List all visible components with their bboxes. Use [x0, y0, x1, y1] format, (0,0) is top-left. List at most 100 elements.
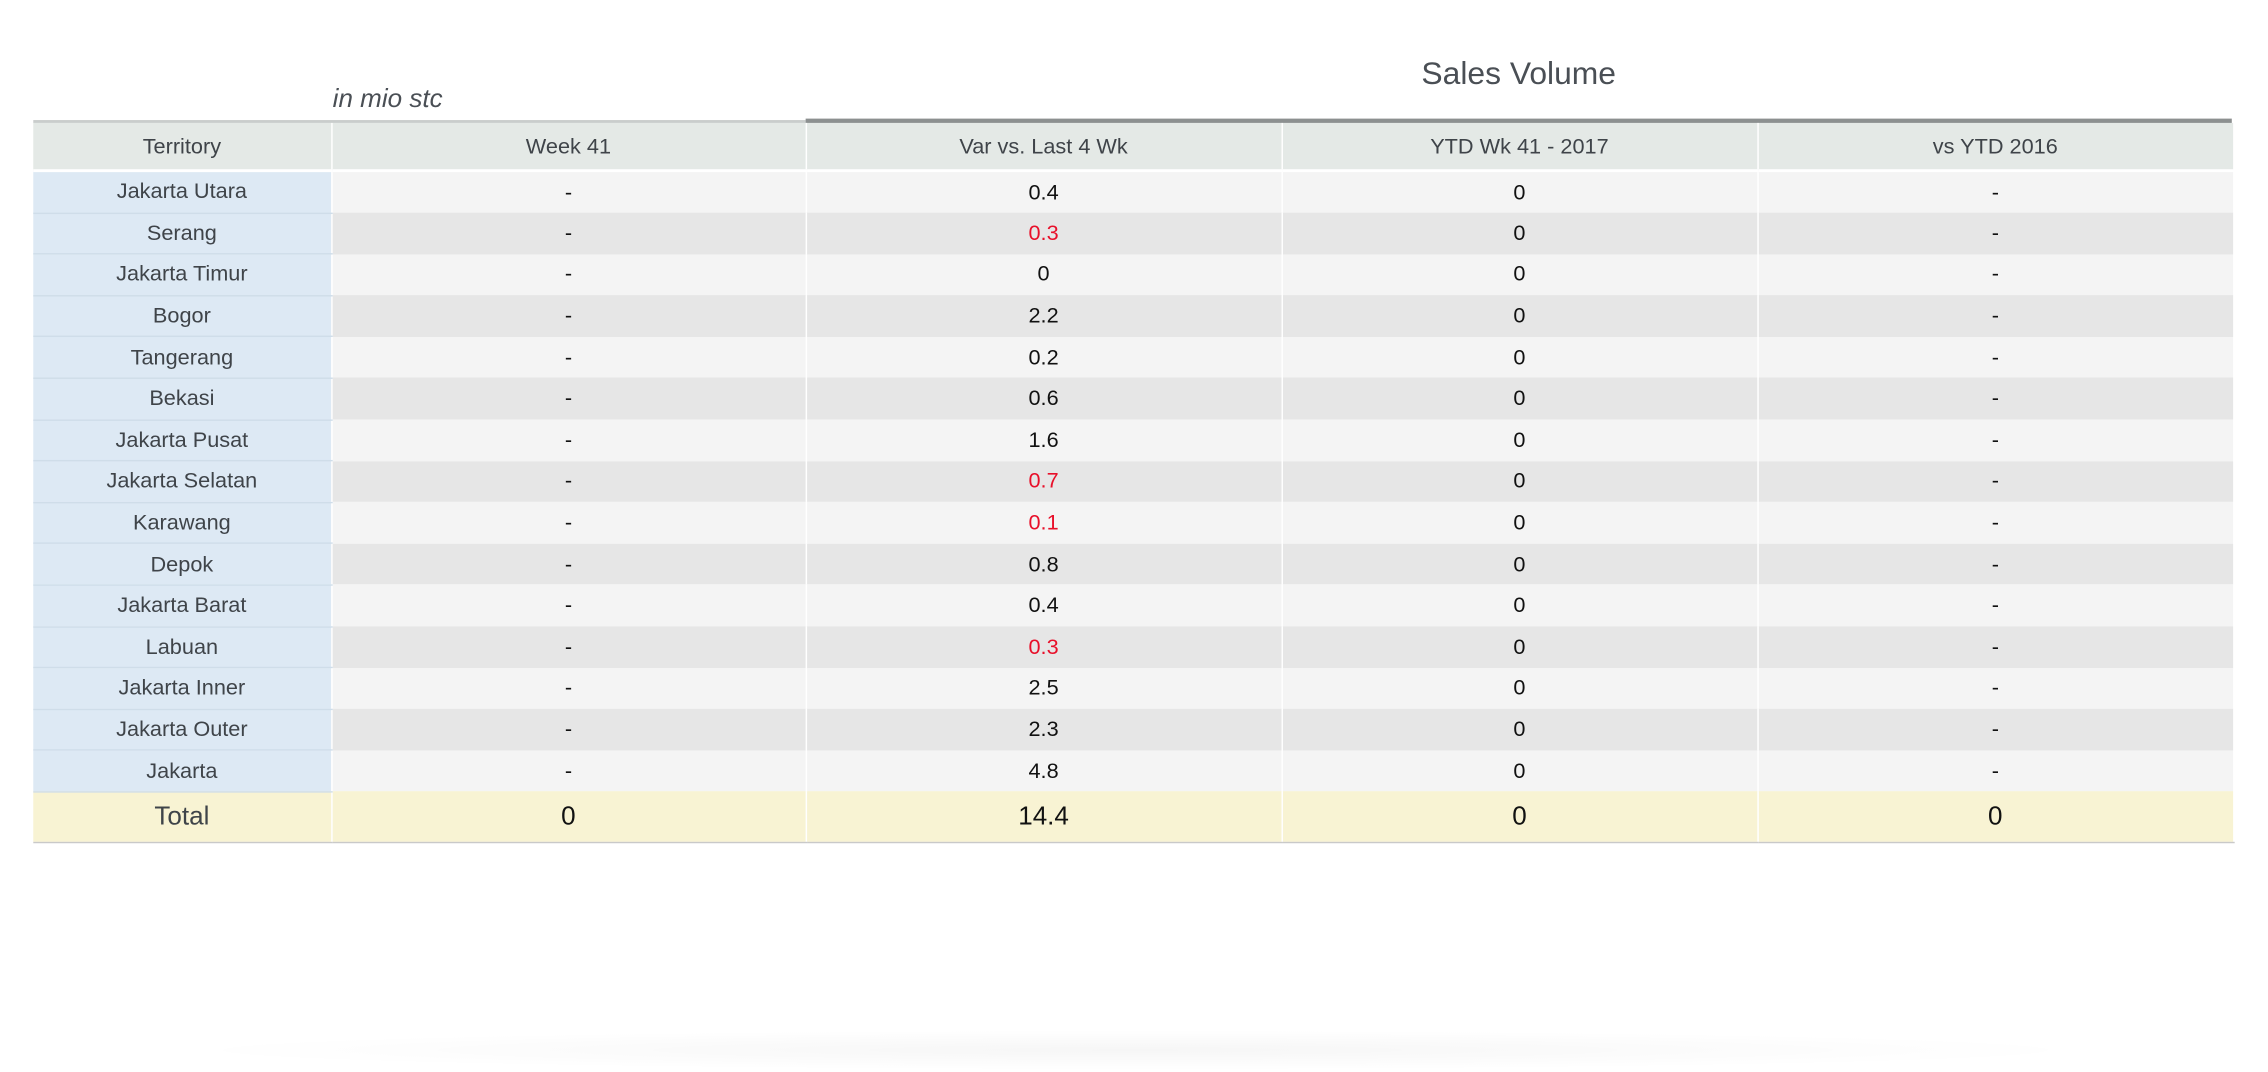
ytd-2017-cell: 0: [1281, 502, 1759, 544]
vs-ytd-2016-cell: -: [1757, 336, 2234, 379]
table-row: Jakarta Inner -2.5 0-: [33, 667, 2234, 710]
total-label: Total: [33, 791, 332, 844]
territory-cell: Jakarta Selatan: [33, 460, 332, 503]
ytd-2017-cell: 0: [1281, 750, 1759, 792]
table-title: Sales Volume: [1421, 54, 1617, 92]
vs-ytd-2016-cell: -: [1757, 419, 2234, 461]
vs-ytd-2016-cell: -: [1757, 543, 2234, 585]
column-header-vs-ytd-2016[interactable]: vs YTD 2016: [1757, 122, 2234, 173]
territory-cell: Jakarta: [33, 750, 332, 793]
ytd-2017-cell: 0: [1281, 543, 1759, 585]
week-41-cell: -: [331, 336, 807, 379]
page-shadow: [159, 1029, 2112, 1071]
var-last-4-wk-cell: 4.8: [805, 750, 1283, 792]
territory-cell: Labuan: [33, 626, 332, 669]
table-row: Jakarta Timur -0 0-: [33, 254, 2234, 297]
var-last-4-wk-cell: 0.3: [805, 212, 1283, 255]
ytd-2017-cell: 0: [1281, 626, 1759, 668]
var-last-4-wk-cell: 0.7: [805, 460, 1283, 503]
territory-cell: Jakarta Barat: [33, 584, 332, 628]
table-row: Jakarta Utara -0.4 0-: [33, 170, 2234, 214]
var-last-4-wk-cell: 2.3: [805, 709, 1283, 751]
var-last-4-wk-cell: 0.4: [805, 584, 1283, 627]
var-last-4-wk-cell: 2.2: [805, 295, 1283, 337]
vs-ytd-2016-cell: -: [1757, 212, 2234, 255]
vs-ytd-2016-cell: -: [1757, 295, 2234, 337]
var-last-4-wk-cell: 0.8: [805, 543, 1283, 585]
territory-cell: Jakarta Utara: [33, 170, 332, 214]
total-vs-ytd-2016-cell: 0: [1757, 791, 2234, 844]
ytd-2017-cell: 0: [1281, 295, 1759, 337]
territory-cell: Depok: [33, 543, 332, 586]
table-row: Labuan -0.3 0-: [33, 626, 2234, 669]
vs-ytd-2016-cell: -: [1757, 709, 2234, 751]
var-last-4-wk-cell: 2.5: [805, 667, 1283, 710]
total-ytd-2017-cell: 0: [1281, 791, 1759, 844]
ytd-2017-cell: 0: [1281, 254, 1759, 296]
var-last-4-wk-cell: 0.3: [805, 626, 1283, 668]
table-row: Jakarta -4.8 0-: [33, 750, 2234, 793]
vs-ytd-2016-cell: -: [1757, 378, 2234, 420]
column-header-var-last-4-wk[interactable]: Var vs. Last 4 Wk: [805, 122, 1283, 173]
header-row: Territory Week 41 Var vs. Last 4 Wk YTD …: [33, 122, 2234, 173]
table-row: Bogor -2.2 0-: [33, 295, 2234, 338]
week-41-cell: -: [331, 170, 807, 213]
week-41-cell: -: [331, 212, 807, 255]
column-header-week-41[interactable]: Week 41: [331, 122, 807, 173]
ytd-2017-cell: 0: [1281, 709, 1759, 751]
vs-ytd-2016-cell: -: [1757, 667, 2234, 710]
table-body: Jakarta Utara -0.4 0- Serang -0.3 0- Jakarta T…: [33, 170, 2234, 844]
territory-cell: Tangerang: [33, 336, 332, 379]
table-row: Depok -0.8 0-: [33, 543, 2234, 586]
territory-cell: Jakarta Pusat: [33, 419, 332, 462]
header-divider: [805, 118, 2232, 123]
vs-ytd-2016-cell: -: [1757, 254, 2234, 296]
territory-cell: Bekasi: [33, 378, 332, 421]
vs-ytd-2016-cell: -: [1757, 170, 2234, 213]
territory-cell: Jakarta Timur: [33, 254, 332, 297]
header-divider: [33, 120, 806, 123]
total-row: Total 0 14.4 0 0: [33, 791, 2234, 844]
column-header-territory[interactable]: Territory: [33, 122, 332, 173]
week-41-cell: -: [331, 626, 807, 668]
ytd-2017-cell: 0: [1281, 419, 1759, 461]
var-last-4-wk-cell: 1.6: [805, 419, 1283, 461]
territory-cell: Karawang: [33, 502, 332, 545]
total-week-41-cell: 0: [331, 791, 807, 844]
var-last-4-wk-cell: 0.1: [805, 502, 1283, 544]
vs-ytd-2016-cell: -: [1757, 584, 2234, 627]
territory-cell: Bogor: [33, 295, 332, 338]
ytd-2017-cell: 0: [1281, 584, 1759, 627]
table-row: Jakarta Outer -2.3 0-: [33, 709, 2234, 752]
week-41-cell: -: [331, 295, 807, 337]
week-41-cell: -: [331, 502, 807, 544]
week-41-cell: -: [331, 254, 807, 296]
total-var-last-4-wk-cell: 14.4: [805, 791, 1283, 844]
week-41-cell: -: [331, 709, 807, 751]
week-41-cell: -: [331, 584, 807, 627]
vs-ytd-2016-cell: -: [1757, 750, 2234, 792]
week-41-cell: -: [331, 667, 807, 710]
vs-ytd-2016-cell: -: [1757, 460, 2234, 503]
sales-volume-table: Territory Week 41 Var vs. Last 4 Wk YTD …: [33, 122, 2234, 844]
var-last-4-wk-cell: 0.4: [805, 170, 1283, 213]
ytd-2017-cell: 0: [1281, 170, 1759, 213]
week-41-cell: -: [331, 378, 807, 420]
var-last-4-wk-cell: 0.6: [805, 378, 1283, 420]
vs-ytd-2016-cell: -: [1757, 502, 2234, 544]
unit-label: in mio stc: [332, 83, 443, 113]
column-header-ytd-wk-41-2017[interactable]: YTD Wk 41 - 2017: [1281, 122, 1759, 173]
week-41-cell: -: [331, 750, 807, 792]
territory-cell: Jakarta Outer: [33, 709, 332, 752]
territory-cell: Jakarta Inner: [33, 667, 332, 710]
ytd-2017-cell: 0: [1281, 460, 1759, 503]
var-last-4-wk-cell: 0: [805, 254, 1283, 296]
table-row: Jakarta Barat -0.4 0-: [33, 584, 2234, 628]
table-row: Tangerang -0.2 0-: [33, 336, 2234, 379]
ytd-2017-cell: 0: [1281, 378, 1759, 420]
territory-cell: Serang: [33, 212, 332, 255]
vs-ytd-2016-cell: -: [1757, 626, 2234, 668]
table-row: Jakarta Selatan -0.7 0-: [33, 460, 2234, 503]
week-41-cell: -: [331, 543, 807, 585]
